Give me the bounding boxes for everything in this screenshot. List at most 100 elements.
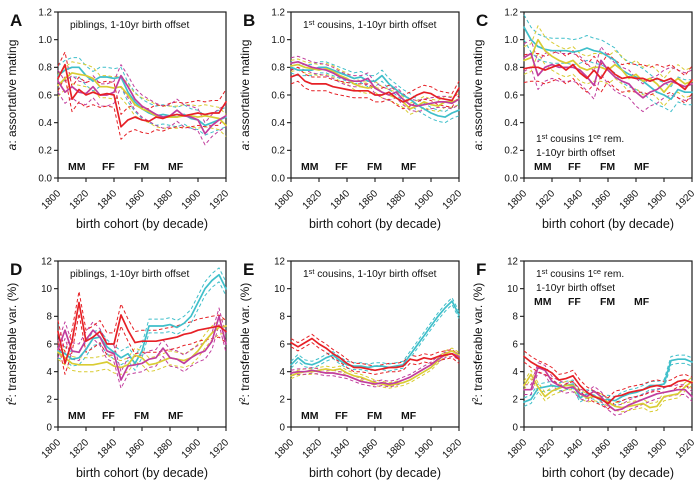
y-tick-label: 1.0 (504, 35, 518, 46)
x-tick-label: 1900 (413, 437, 437, 461)
legend-label-MM: MM (301, 161, 319, 173)
axis-frame (290, 260, 460, 428)
x-tick-label: 1800 (273, 188, 297, 212)
y-tick-label: 8 (280, 312, 286, 323)
y-tick-label: 4 (47, 367, 53, 378)
x-tick-label: 1820 (68, 188, 92, 212)
x-tick-label: 1880 (385, 437, 409, 461)
series-FF-ci-upper (523, 50, 693, 77)
series-MF-ci-upper (57, 61, 227, 115)
panel-B-chart: B 0.0 0.2 0.4 0.6 0.8 1.0 1.2 1800 1820 1840 1860 18… (238, 7, 465, 231)
series-MF-ci-lower (523, 53, 693, 107)
x-tick-label: 1880 (152, 188, 176, 212)
series-FF-line (523, 63, 693, 91)
series-MM-ci-upper (523, 14, 692, 88)
x-tick-label: 1800 (40, 188, 64, 212)
y-tick-label: 0.8 (504, 63, 518, 74)
legend-label-FM: FM (600, 161, 615, 173)
y-tick-label: 0.4 (504, 118, 518, 129)
y-tick-label: 1.2 (504, 7, 518, 18)
panel-letter: F (476, 260, 486, 279)
y-tick-label: 1.0 (38, 35, 52, 46)
x-tick-label: 1900 (180, 437, 204, 461)
x-tick-label: 1840 (562, 188, 586, 212)
x-axis-label: birth cohort (by decade) (309, 217, 441, 231)
x-tick-label: 1920 (674, 188, 698, 212)
x-tick-label: 1900 (413, 188, 437, 212)
x-tick-label: 1880 (385, 188, 409, 212)
legend-label-MF: MF (168, 410, 184, 422)
series-MM-ci-lower (290, 304, 460, 372)
annotation-line: piblings, 1-10yr birth offset (70, 20, 189, 31)
y-tick-label: 0.8 (38, 63, 52, 74)
series-FF-ci-lower (290, 342, 460, 375)
series-FM-ci-upper (290, 55, 460, 101)
x-tick-label: 1920 (674, 437, 698, 461)
y-tick-label: 10 (274, 284, 285, 295)
y-axis-label: a: assortative mating (471, 40, 485, 151)
legend-label-MF: MF (634, 161, 650, 173)
y-tick-label: 1.2 (38, 7, 52, 18)
series-FF-line (290, 73, 460, 103)
series-FM-ci-upper (523, 39, 693, 85)
y-tick-label: 8 (47, 312, 53, 323)
series-FM-line (523, 52, 693, 99)
legend-label-FM: FM (134, 161, 149, 173)
x-tick-label: 1820 (301, 437, 325, 461)
x-tick-label: 1920 (208, 188, 232, 212)
y-tick-label: 10 (507, 284, 518, 295)
y-tick-label: 0.2 (38, 146, 52, 157)
y-tick-label: 0.6 (504, 90, 518, 101)
series-MM-ci-upper (290, 61, 460, 113)
x-tick-label: 1920 (441, 188, 465, 212)
y-tick-label: 8 (513, 312, 519, 323)
x-tick-label: 1840 (329, 437, 353, 461)
legend-label-FF: FF (568, 161, 581, 173)
series-MM-line (290, 66, 460, 118)
x-tick-label: 1840 (562, 437, 586, 461)
y-tick-label: 4 (280, 367, 286, 378)
series-FM-line (290, 60, 460, 107)
x-axis-label: birth cohort (by decade) (76, 217, 208, 231)
y-tick-label: 0.2 (504, 146, 518, 157)
panel-C-chart: C 0.0 0.2 0.4 0.6 0.8 1.0 1.2 1800 1820 1840 1860 18… (471, 7, 698, 231)
legend-label-MM: MM (534, 161, 552, 173)
panel-letter: D (10, 260, 22, 279)
series-FM-ci-upper (57, 307, 227, 373)
x-tick-label: 1860 (590, 437, 614, 461)
x-axis-label: birth cohort (by decade) (542, 217, 674, 231)
annotation-line: piblings, 1-10yr birth offset (70, 269, 189, 280)
x-tick-label: 1920 (208, 437, 232, 461)
series-FM-ci-lower (57, 324, 227, 389)
x-tick-label: 1900 (646, 437, 670, 461)
series-FF-ci-lower (290, 80, 460, 110)
series-MF-line (523, 373, 693, 409)
x-tick-label: 1860 (357, 188, 381, 212)
series-FM-line (523, 366, 693, 412)
y-tick-label: 2 (513, 395, 518, 406)
series-FF-line (523, 355, 693, 405)
series-MF-ci-lower (57, 332, 227, 375)
series-FM-ci-lower (523, 66, 693, 113)
annotation-line: 1st cousins 1ce rem. (536, 267, 624, 280)
series-MM-line (523, 358, 693, 403)
y-axis-label: t2: transferable var. (%) (471, 283, 485, 406)
annotation-line: 1-10yr birth offset (536, 283, 615, 294)
series-MM-ci-upper (290, 297, 460, 365)
series-MF-line (57, 325, 227, 369)
series-FM-line (290, 352, 460, 385)
legend-label-MF: MF (401, 161, 417, 173)
series-MM-line (523, 26, 693, 101)
y-axis-label: a: assortative mating (5, 40, 19, 151)
panel-letter: A (10, 11, 22, 30)
x-tick-label: 1800 (273, 437, 297, 461)
x-tick-label: 1920 (441, 437, 465, 461)
series-MF-ci-lower (523, 378, 693, 413)
series-FM-ci-upper (57, 64, 227, 124)
legend-label-MF: MF (168, 161, 184, 173)
annotation-line: 1st cousins, 1-10yr birth offset (303, 267, 437, 280)
legend-label-FF: FF (335, 161, 348, 173)
panel-E-chart: E 0 2 4 6 8 10 12 1800 1820 1840 1860 1880 1900 1920bi… (238, 256, 465, 480)
x-axis-label: birth cohort (by decade) (542, 466, 674, 480)
